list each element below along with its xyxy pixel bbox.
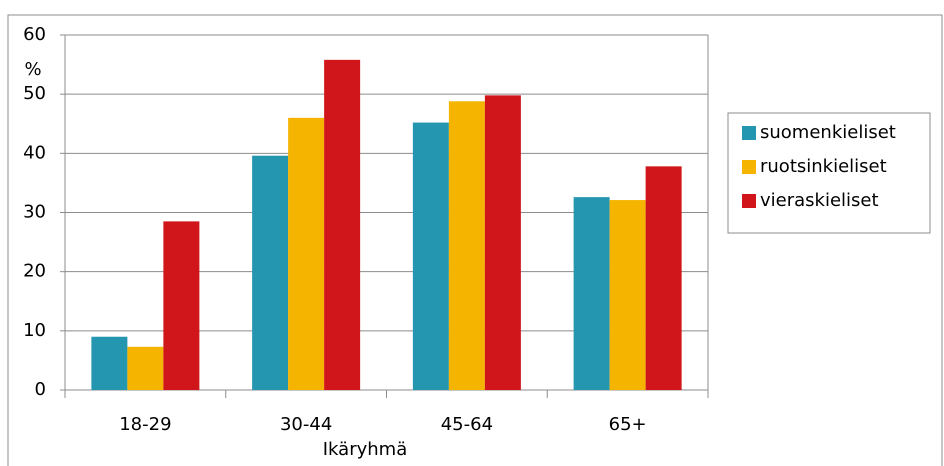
y-tick-label: 60: [23, 24, 46, 45]
bar: [645, 166, 682, 390]
bar: [252, 155, 289, 390]
bar: [324, 59, 361, 390]
bar: [163, 221, 200, 390]
y-tick-label: 20: [23, 261, 46, 282]
y-tick-label: 50: [23, 83, 46, 104]
legend-label: suomenkieliset: [760, 122, 896, 143]
bar: [484, 95, 521, 390]
bar: [127, 346, 164, 390]
legend-swatch: [742, 194, 756, 208]
x-tick-label: 18-29: [119, 414, 171, 435]
bar: [573, 197, 610, 390]
legend-label: ruotsinkieliset: [760, 156, 887, 177]
legend-swatch: [742, 160, 756, 174]
x-tick-label: 30-44: [280, 414, 332, 435]
x-tick-label: 45-64: [441, 414, 493, 435]
y-axis-label: %: [24, 59, 41, 80]
y-tick-label: 30: [23, 202, 46, 223]
bar: [448, 101, 485, 391]
bar: [91, 336, 128, 390]
x-tick-label: 65+: [609, 414, 647, 435]
x-axis-label: Ikäryhmä: [323, 439, 407, 460]
y-tick-label: 0: [35, 379, 46, 400]
bar: [288, 117, 325, 390]
bar: [609, 200, 646, 390]
legend-box: [727, 112, 931, 234]
y-tick-label: 40: [23, 142, 46, 163]
legend-label: vieraskieliset: [760, 190, 879, 211]
bar: [412, 122, 449, 391]
y-tick-label: 10: [23, 320, 46, 341]
legend-swatch: [742, 126, 756, 140]
